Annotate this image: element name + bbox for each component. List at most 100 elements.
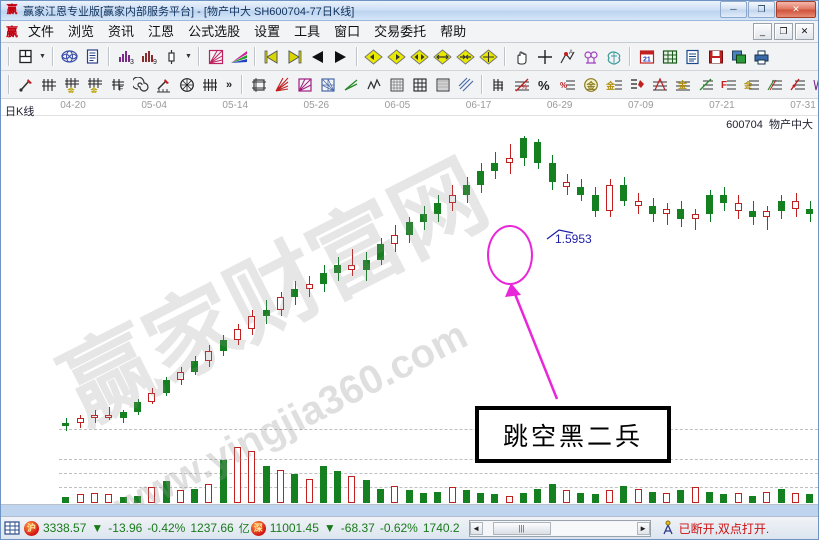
mdi-minimize-button[interactable]: _	[753, 23, 772, 40]
horizontal-scrollbar[interactable]: ◄ ||| ►	[468, 519, 651, 537]
bar9-indicator-icon[interactable]: 9	[137, 46, 160, 68]
chart-stock-label: 600704 物产中大	[726, 116, 813, 132]
candle-single-icon[interactable]	[160, 46, 183, 68]
pen-draw-icon[interactable]	[14, 74, 37, 96]
report-icon[interactable]	[681, 46, 704, 68]
date-axis-label: 07-21	[709, 100, 735, 111]
slash-lines-icon[interactable]	[454, 74, 477, 96]
ink-pen-icon[interactable]	[625, 74, 648, 96]
brain-icon[interactable]	[602, 46, 625, 68]
flower-icon[interactable]	[579, 46, 602, 68]
zoom-left-icon[interactable]	[362, 46, 385, 68]
menu-item-trade[interactable]: 交易委托	[374, 24, 427, 39]
gold-level-icon[interactable]: 金	[602, 74, 625, 96]
grid-coarse-icon[interactable]	[408, 74, 431, 96]
gold-circle-icon[interactable]: 金	[579, 74, 602, 96]
chevron-down-icon[interactable]: ▼	[39, 53, 46, 60]
percent-fan-icon[interactable]: %	[510, 74, 533, 96]
chart-ktype-label: 日K线	[5, 106, 35, 118]
menu-item-settings[interactable]: 设置	[254, 24, 281, 39]
menu-item-formula-stock-pick[interactable]: 公式选股	[188, 24, 241, 39]
grid-dense-icon[interactable]	[431, 74, 454, 96]
next-page-icon[interactable]	[329, 46, 352, 68]
mdi-close-button[interactable]: ✕	[795, 23, 814, 40]
calendar-day-icon[interactable]	[14, 46, 37, 68]
gann-gold-grid2-icon[interactable]: 金	[83, 74, 106, 96]
color-fan-icon[interactable]	[227, 46, 250, 68]
gold-line-fan-icon[interactable]: 金	[740, 74, 763, 96]
last-page-icon[interactable]	[283, 46, 306, 68]
square-fan-icon[interactable]	[293, 74, 316, 96]
l-fan-icon[interactable]	[694, 74, 717, 96]
zigzag-icon[interactable]	[362, 74, 385, 96]
copy-icon[interactable]	[727, 46, 750, 68]
globe-network-icon[interactable]	[58, 46, 81, 68]
percent-icon[interactable]: %	[533, 74, 556, 96]
volume-pane[interactable]	[1, 445, 818, 503]
speed-fan-icon[interactable]	[763, 74, 786, 96]
shrink-icon[interactable]	[454, 46, 477, 68]
gann-grid-icon[interactable]	[37, 74, 60, 96]
av-fan-icon[interactable]	[648, 74, 671, 96]
menu-item-file[interactable]: 文件	[28, 24, 55, 39]
menu-item-window[interactable]: 窗口	[334, 24, 361, 39]
menu-item-news[interactable]: 资讯	[108, 24, 135, 39]
contract-icon[interactable]	[477, 46, 500, 68]
zoom-right-icon[interactable]	[385, 46, 408, 68]
save-icon[interactable]	[704, 46, 727, 68]
gann-gold-grid-icon[interactable]: 金	[60, 74, 83, 96]
prev-page-icon[interactable]	[306, 46, 329, 68]
toolbar-separator	[52, 47, 54, 66]
angle-lines-icon[interactable]	[339, 74, 362, 96]
menu-item-help[interactable]: 帮助	[440, 24, 467, 39]
scroll-track[interactable]	[550, 521, 637, 535]
svg-text:F: F	[119, 86, 123, 93]
peak-marker-icon[interactable]: A	[556, 46, 579, 68]
red-fan-icon[interactable]	[786, 74, 809, 96]
first-page-icon[interactable]	[260, 46, 283, 68]
price-pane[interactable]	[1, 115, 818, 445]
percent-level-icon[interactable]: %	[556, 74, 579, 96]
pen-line-icon[interactable]	[152, 74, 175, 96]
ladder-icon[interactable]	[487, 74, 510, 96]
menu-item-browse[interactable]: 浏览	[68, 24, 95, 39]
f-fan-icon[interactable]: F	[717, 74, 740, 96]
chevron-down-icon[interactable]: ▼	[185, 53, 192, 60]
scroll-left-arrow[interactable]: ◄	[469, 521, 483, 535]
maximize-button[interactable]: ❐	[748, 1, 775, 18]
menu-item-tools[interactable]: 工具	[294, 24, 321, 39]
grid-table-icon[interactable]	[658, 46, 681, 68]
scroll-right-arrow[interactable]: ►	[636, 521, 650, 535]
sz-index-icon[interactable]: 深	[250, 520, 266, 536]
channel-box-icon[interactable]	[247, 74, 270, 96]
gold-fan-icon[interactable]: 金	[671, 74, 694, 96]
expand-icon[interactable]	[431, 46, 454, 68]
grid-lines-icon[interactable]	[198, 74, 221, 96]
document-list-icon[interactable]	[81, 46, 104, 68]
grid-fine-icon[interactable]	[385, 74, 408, 96]
gann-circle-icon[interactable]	[175, 74, 198, 96]
chart-window[interactable]: 日K线 600704 物产中大 04-20 05-04 05-14 05-26 06-0…	[1, 99, 818, 505]
market-grid-icon[interactable]	[4, 521, 20, 535]
toolbar-overflow-button[interactable]: »	[225, 78, 233, 91]
calendar-21-icon[interactable]: 21	[635, 46, 658, 68]
gann-fan-icon[interactable]	[204, 46, 227, 68]
sh-index-icon[interactable]: 沪	[24, 520, 39, 536]
square-grid-fan-icon[interactable]	[316, 74, 339, 96]
date-axis-label: 05-04	[141, 100, 167, 111]
menu-item-gann[interactable]: 江恩	[148, 24, 175, 39]
crosshair-icon[interactable]	[533, 46, 556, 68]
bar3-indicator-icon[interactable]: 3	[114, 46, 137, 68]
mdi-restore-button[interactable]: ❐	[774, 23, 793, 40]
hand-pan-icon[interactable]	[510, 46, 533, 68]
close-button[interactable]: ✕	[776, 1, 816, 18]
print-icon[interactable]	[750, 46, 773, 68]
scroll-thumb[interactable]: |||	[492, 521, 551, 535]
volume-bar	[105, 494, 113, 503]
zoom-both-icon[interactable]	[408, 46, 431, 68]
gann-f-grid-icon[interactable]: F	[106, 74, 129, 96]
fan-lines-icon[interactable]	[270, 74, 293, 96]
minimize-button[interactable]: ─	[720, 1, 747, 18]
gann-spiral-icon[interactable]	[129, 74, 152, 96]
w-fan-icon[interactable]	[809, 74, 818, 96]
